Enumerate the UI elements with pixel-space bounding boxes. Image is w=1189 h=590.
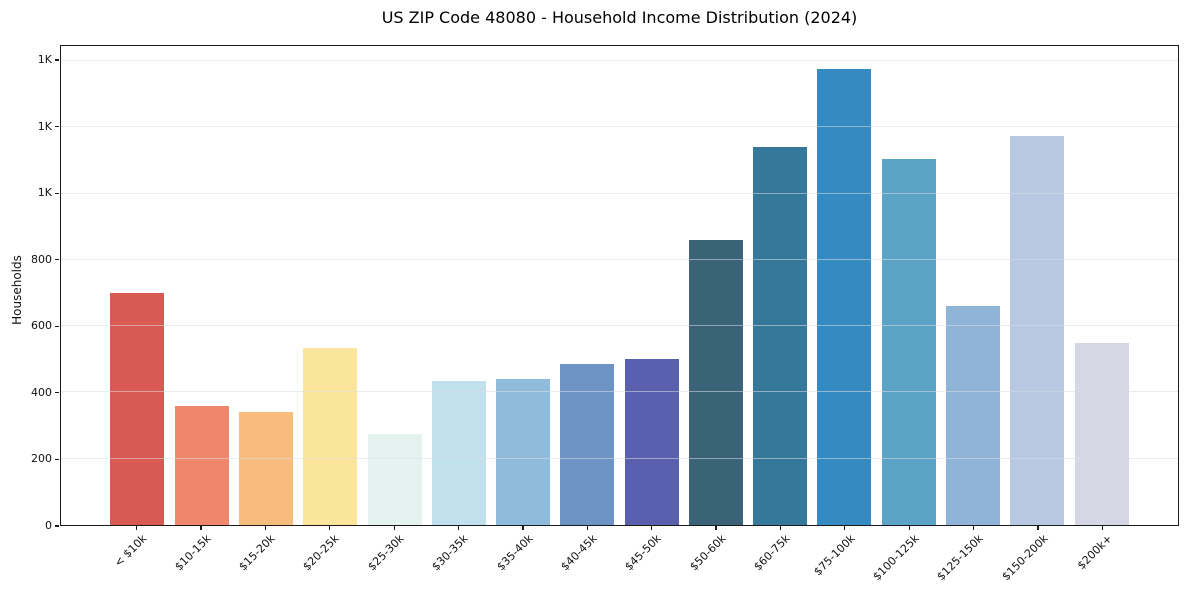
y-tick-label: 200 <box>31 452 52 466</box>
bar-30-35k <box>431 380 486 525</box>
bar-125-150k <box>945 306 1000 525</box>
x-tick-mark <box>973 526 975 530</box>
x-tick-mark <box>1037 526 1039 530</box>
x-tick-label: $100-125k <box>870 532 922 584</box>
bar-20-25k <box>303 347 358 525</box>
x-tick-mark <box>522 526 524 530</box>
x-tick-mark <box>200 526 202 530</box>
x-tick-label: $45-50k <box>622 532 664 574</box>
y-tick-mark <box>55 325 59 327</box>
x-tick-mark <box>715 526 717 530</box>
bar-40-45k <box>560 364 615 525</box>
y-tick-mark <box>55 192 59 194</box>
x-tick-mark <box>457 526 460 530</box>
y-tick-label: 1K <box>37 186 52 200</box>
bar-200k <box>1074 342 1129 525</box>
bar-75-100k <box>817 69 872 525</box>
x-tick-mark <box>1101 526 1103 530</box>
bar-10-15k <box>174 405 229 525</box>
bars-layer <box>61 46 1178 525</box>
x-tick-label: $30-35k <box>429 532 471 574</box>
x-tick-label: $75-100k <box>810 532 858 579</box>
bar-10k <box>110 292 165 525</box>
x-tick-mark <box>329 526 331 530</box>
y-tick-mark <box>55 59 59 61</box>
plot-area <box>60 45 1179 526</box>
x-tick-label: $25-30k <box>365 532 407 574</box>
x-tick-mark <box>264 526 266 530</box>
x-tick-label: $150-200k <box>999 532 1051 584</box>
x-tick-label: $50-60k <box>686 532 729 574</box>
y-tick-label: 800 <box>31 252 52 266</box>
x-tick-label: $125-150k <box>934 532 986 584</box>
bar-15-20k <box>239 412 294 525</box>
x-tick-label: $40-45k <box>558 532 600 574</box>
x-tick-label: < $10k <box>111 532 149 570</box>
bar-25-30k <box>367 433 422 525</box>
x-tick-mark <box>136 526 138 530</box>
x-tick-mark <box>651 526 653 530</box>
x-tick-label: $60-75k <box>751 532 793 574</box>
x-tick-mark <box>393 526 395 530</box>
x-tick-mark <box>844 526 846 530</box>
bar-100-125k <box>881 158 936 525</box>
x-tick-label: $10-15k <box>171 532 214 574</box>
bar-50-60k <box>688 239 743 525</box>
x-tick-mark <box>779 526 782 530</box>
bar-45-50k <box>624 359 679 525</box>
y-tick-mark <box>55 125 59 128</box>
bar-60-75k <box>753 147 808 525</box>
y-tick-label: 1K <box>37 119 52 133</box>
bar-35-40k <box>496 379 551 525</box>
y-tick-mark <box>55 392 59 394</box>
y-tick-label: 600 <box>31 319 52 333</box>
y-tick-mark <box>55 259 59 261</box>
y-tick-label: 0 <box>45 519 52 532</box>
x-tick-mark <box>908 526 910 530</box>
x-tick-label: $35-40k <box>493 532 536 574</box>
y-tick-label: 1K <box>37 52 52 66</box>
x-tick-label: $20-25k <box>300 532 342 574</box>
bar-150-200k <box>1010 135 1065 525</box>
x-tick-label: $200k+ <box>1074 532 1115 573</box>
y-tick-mark <box>55 458 59 460</box>
y-tick-label: 400 <box>31 385 52 399</box>
x-tick-label: $15-20k <box>236 532 278 574</box>
chart-title: US ZIP Code 48080 - Household Income Dis… <box>381 8 858 27</box>
x-tick-mark <box>586 526 588 530</box>
y-tick-mark <box>55 525 59 527</box>
